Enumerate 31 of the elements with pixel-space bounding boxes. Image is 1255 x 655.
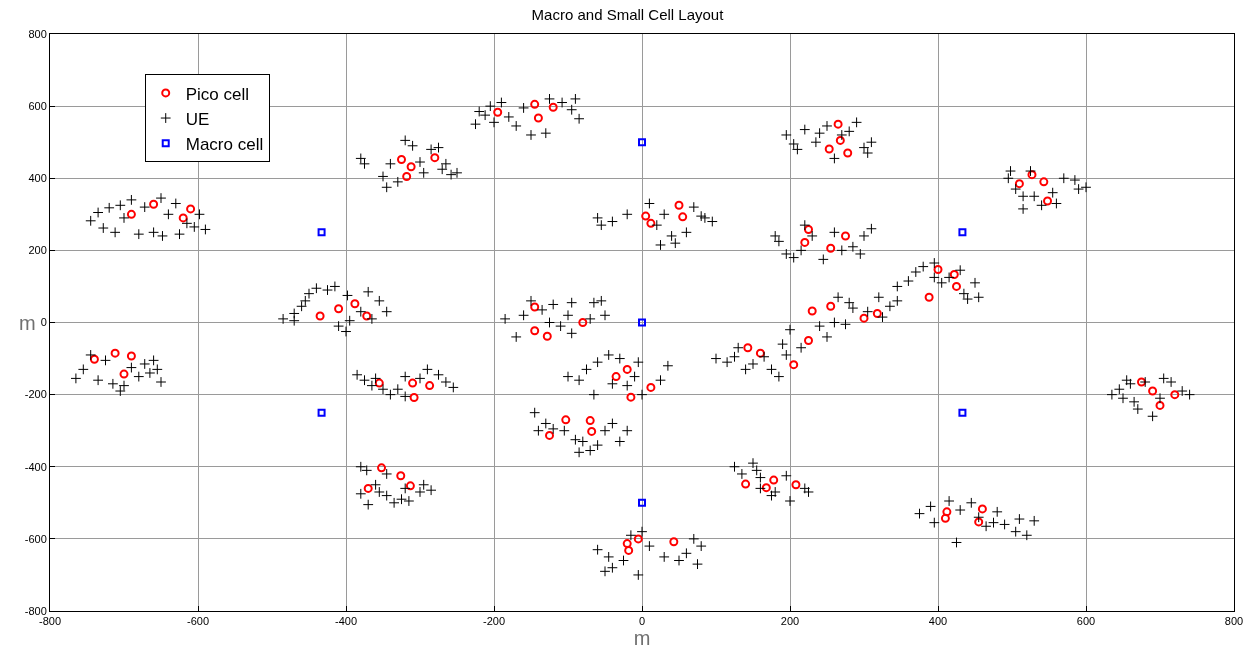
x-axis-title: m [633, 627, 651, 650]
point [317, 408, 326, 417]
point [638, 498, 646, 507]
y-tick-label: -400 [24, 460, 47, 473]
x-tick-label: 0 [638, 615, 646, 628]
x-tick-label: 400 [928, 615, 948, 628]
legend-label: Pico cell [185, 84, 250, 104]
y-tick-label: -800 [24, 604, 47, 617]
y-tick-label: -600 [24, 532, 47, 545]
x-tick-label: -200 [482, 615, 506, 628]
y-tick-label: 0 [40, 316, 47, 329]
point [958, 228, 967, 237]
y-tick-label: 400 [28, 172, 47, 185]
y-tick-label: -200 [24, 388, 47, 401]
x-tick-label: 600 [1076, 615, 1096, 628]
y-tick-label: 200 [28, 244, 47, 257]
point [317, 228, 326, 237]
y-axis-title: m [19, 312, 36, 334]
x-tick-label: -400 [334, 615, 358, 628]
y-tick-label: 600 [28, 99, 47, 112]
x-tick-label: -600 [186, 615, 210, 628]
y-tick-label: 800 [28, 27, 47, 40]
x-tick-label: 800 [1224, 615, 1244, 628]
point [958, 408, 967, 417]
x-tick-label: -800 [38, 615, 62, 628]
point [638, 318, 646, 327]
point [638, 138, 646, 147]
chart-title: Macro and Small Cell Layout [531, 6, 725, 24]
x-tick-label: 200 [780, 615, 800, 628]
legend-label: UE [185, 109, 210, 129]
legend-label: Macro cell [185, 134, 264, 154]
